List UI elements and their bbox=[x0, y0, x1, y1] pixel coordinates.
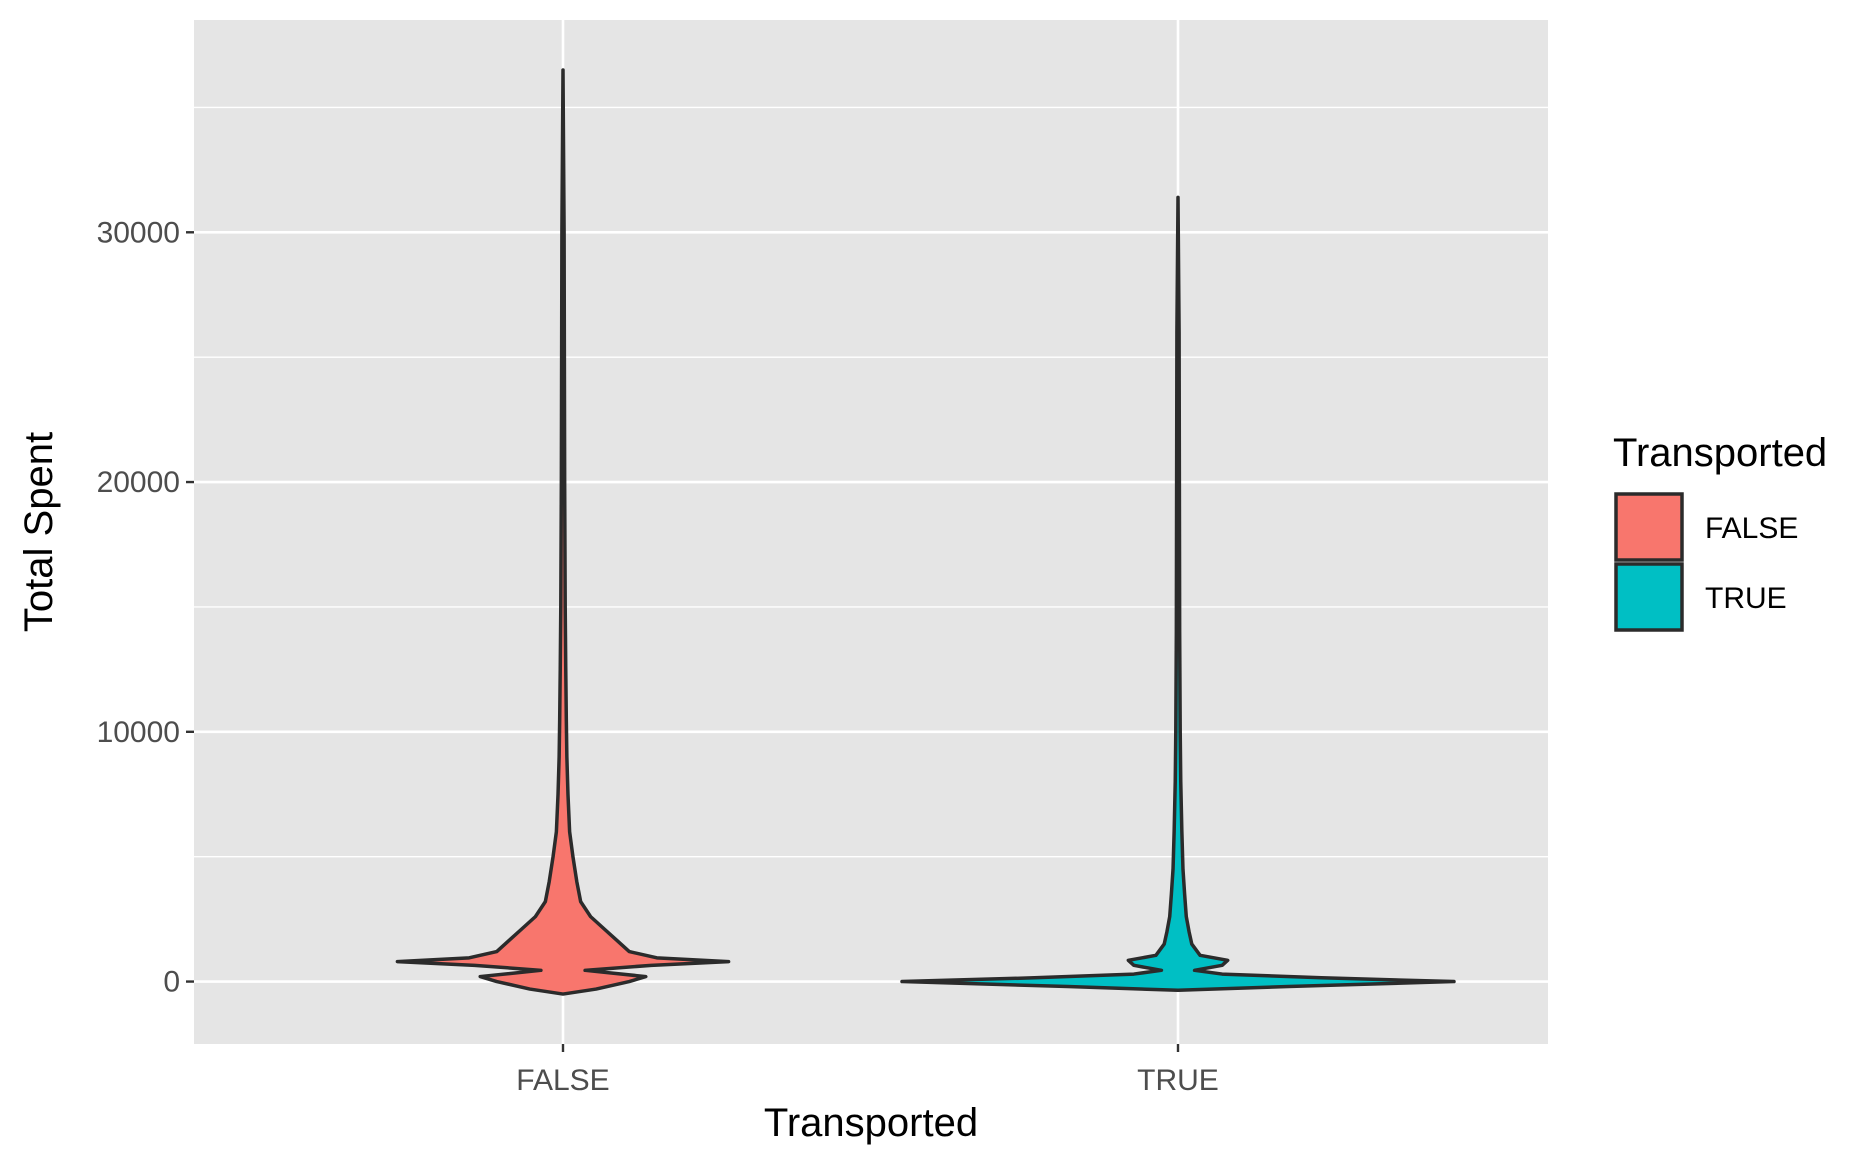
x-tick-label: TRUE bbox=[1137, 1064, 1219, 1097]
axis-ticks: 0 10000 20000 30000 FALSE TRUE bbox=[97, 216, 1219, 1097]
violin-true bbox=[900, 195, 1456, 993]
x-tick-label: FALSE bbox=[516, 1064, 609, 1097]
legend-label-true: TRUE bbox=[1705, 582, 1787, 615]
y-tick-label: 0 bbox=[163, 966, 180, 999]
plot-panel bbox=[194, 20, 1548, 1044]
y-tick-label: 30000 bbox=[97, 216, 180, 249]
y-tick-label: 20000 bbox=[97, 466, 180, 499]
legend-label-false: FALSE bbox=[1705, 512, 1798, 545]
y-tick-label: 10000 bbox=[97, 716, 180, 749]
legend-entries: FALSE TRUE bbox=[1614, 492, 1798, 632]
legend: Transported FALSE TRUE bbox=[1613, 431, 1827, 632]
legend-swatch-false bbox=[1614, 492, 1684, 562]
violin-false bbox=[395, 68, 731, 996]
y-axis-title: Total Spent bbox=[17, 432, 61, 632]
x-axis-title: Transported bbox=[764, 1101, 978, 1145]
legend-title: Transported bbox=[1613, 431, 1827, 475]
legend-swatch-true bbox=[1614, 562, 1684, 632]
violins bbox=[395, 68, 1456, 996]
